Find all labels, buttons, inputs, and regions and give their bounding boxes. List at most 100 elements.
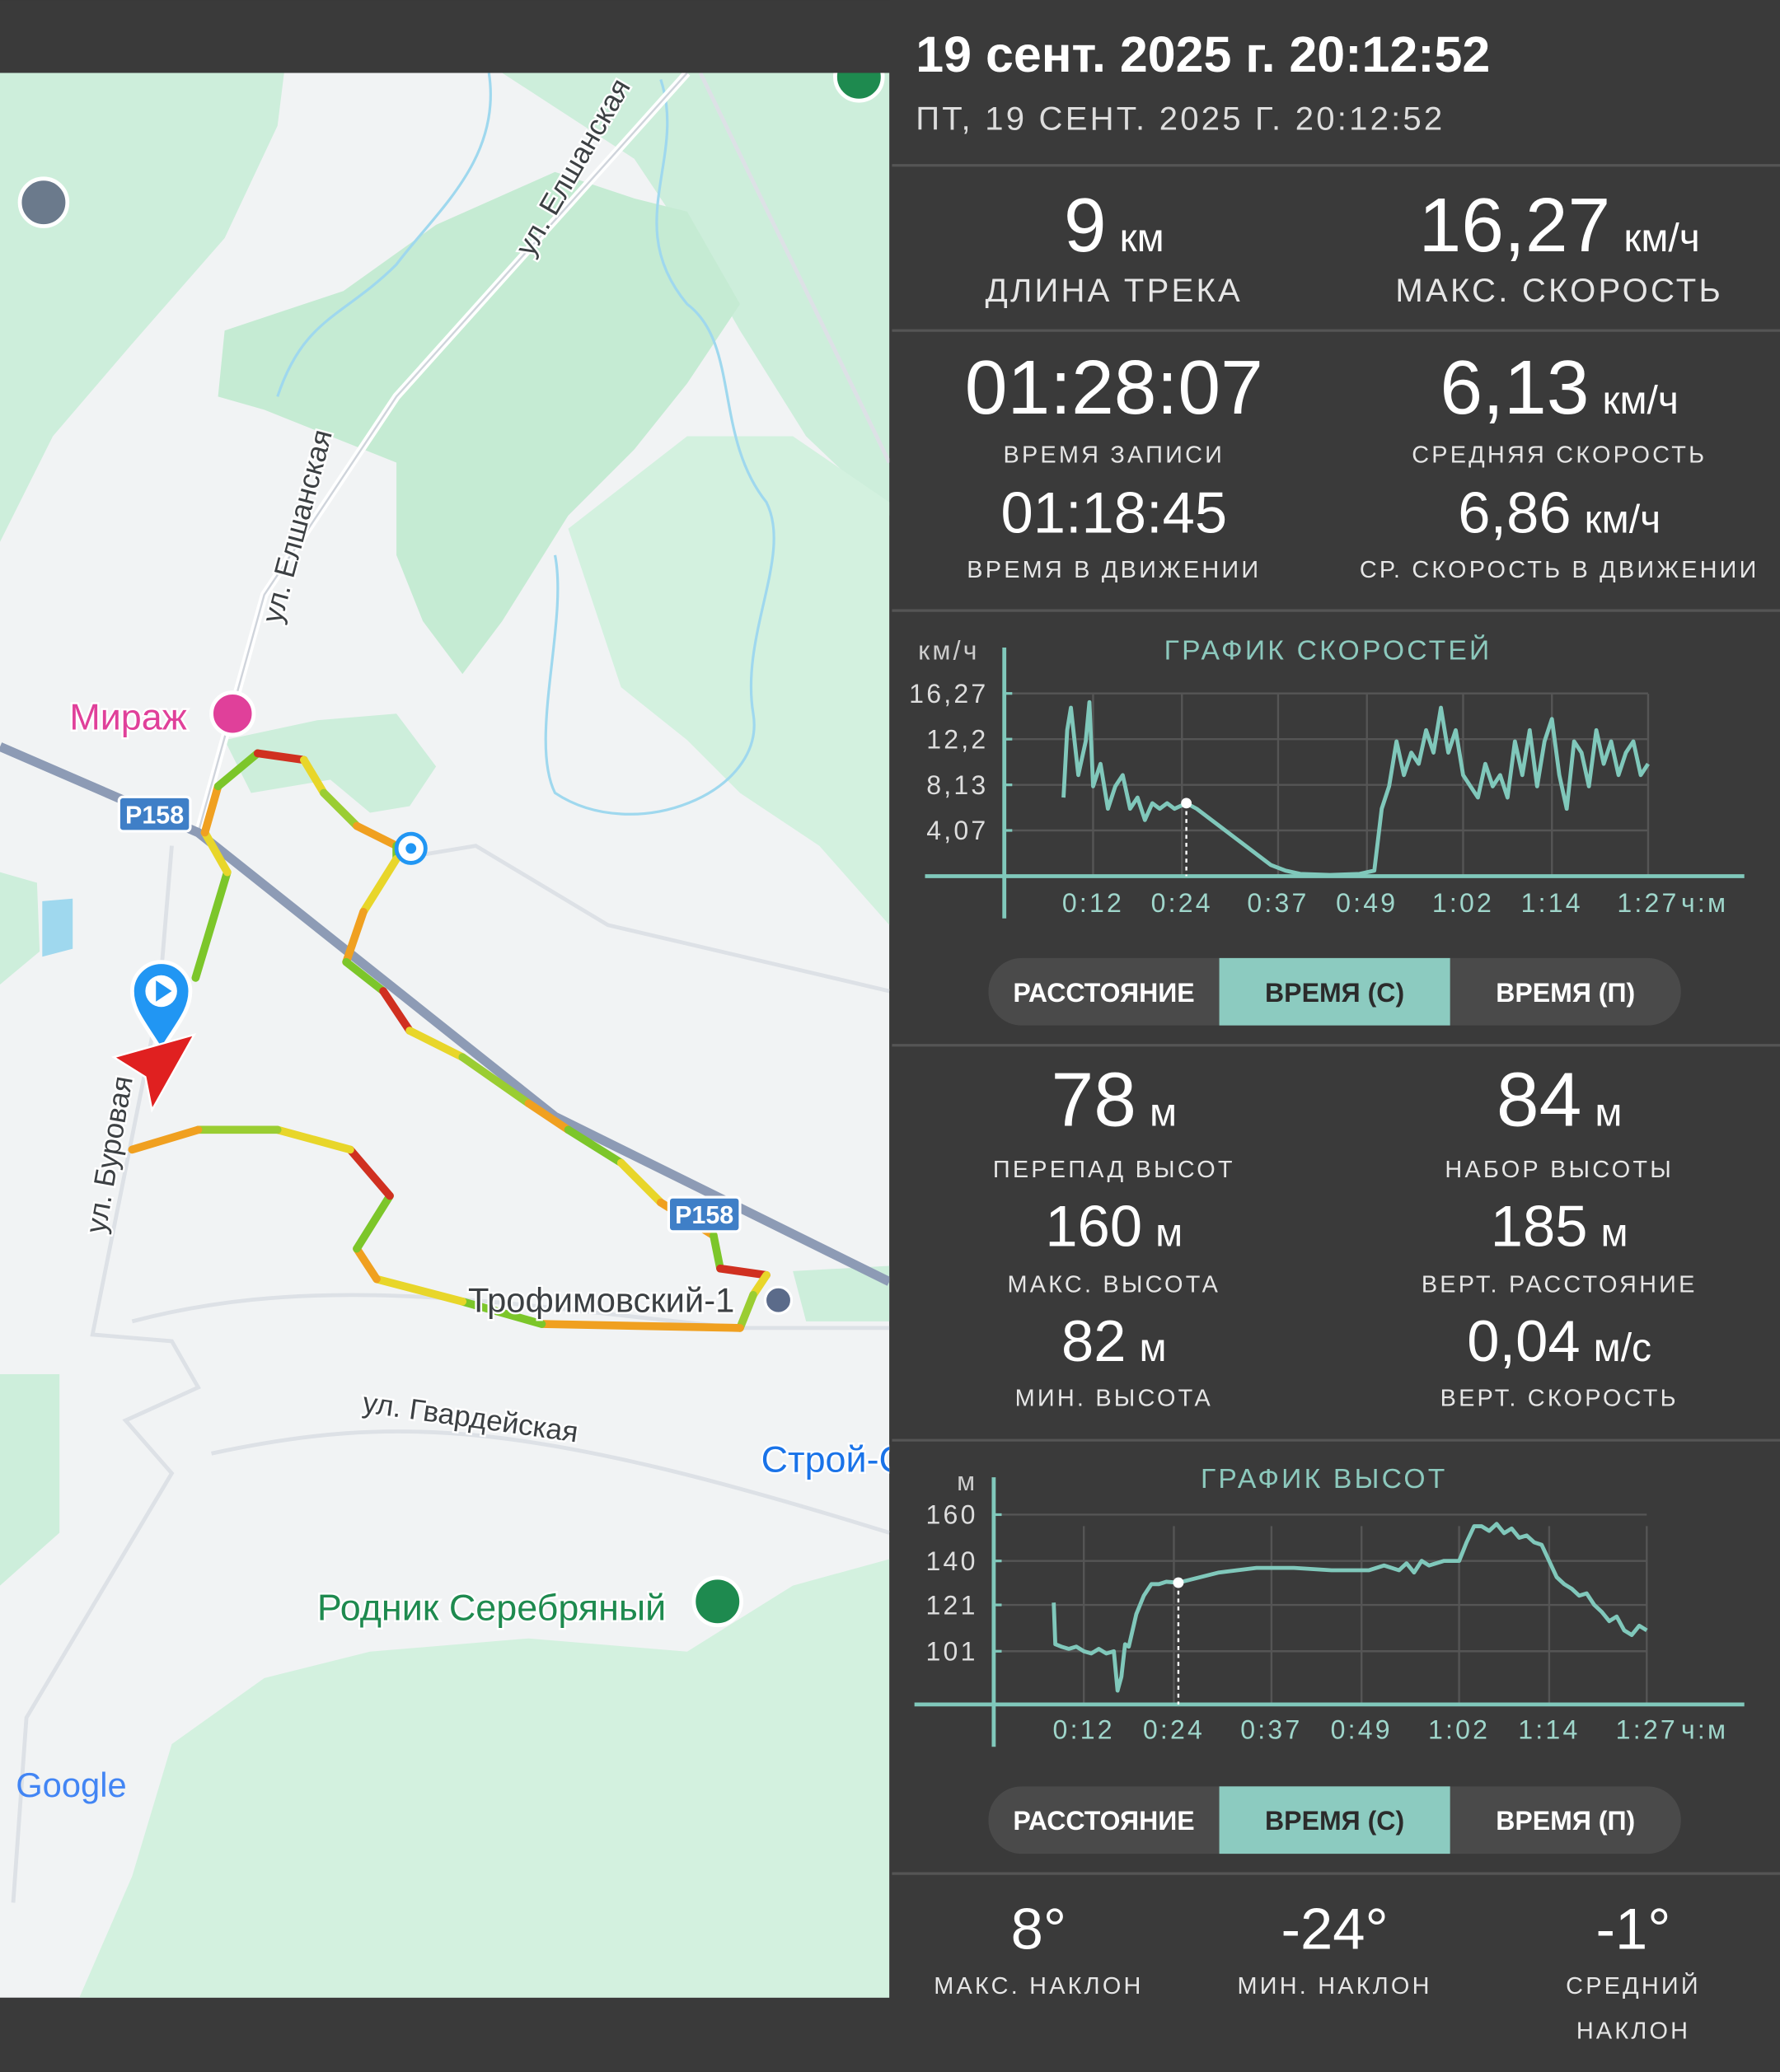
- stat-number: -24°: [1281, 1897, 1389, 1962]
- stat-unit: м/с: [1594, 1326, 1651, 1370]
- toggle-button[interactable]: ВРЕМЯ (П): [1496, 1806, 1635, 1836]
- water: [42, 898, 73, 957]
- x-tick-label: 0:12: [1053, 1715, 1115, 1745]
- toggle-button[interactable]: РАССТОЯНИЕ: [1013, 1806, 1194, 1836]
- top-bar: [0, 0, 890, 73]
- river: [276, 72, 492, 397]
- route-segment: [342, 907, 368, 966]
- x-tick-label: 0:49: [1336, 888, 1398, 918]
- data-line: [1061, 699, 1650, 877]
- stat-label: СРЕДНИЙ: [1566, 1971, 1701, 2000]
- stat-number: 9: [1064, 182, 1107, 268]
- stat-number: 84: [1497, 1057, 1581, 1143]
- stat-value: 6,86 км/ч: [1458, 480, 1661, 545]
- stat-value: 6,13 км/ч: [1440, 344, 1679, 430]
- stat-number: -1°: [1596, 1897, 1671, 1962]
- toggle-selected: [1219, 1786, 1450, 1855]
- stat-unit: м: [1150, 1091, 1177, 1135]
- stat-value: 01:28:07: [965, 344, 1263, 430]
- park: [0, 1374, 60, 1586]
- route-segment: [200, 828, 232, 877]
- x-tick-label: 0:12: [1062, 888, 1124, 918]
- x-tick-label: 0:24: [1143, 1715, 1205, 1745]
- chart-title: ГРАФИК ВЫСОТ: [1201, 1464, 1448, 1494]
- station-icon[interactable]: [763, 1285, 794, 1315]
- stat-label: ВЕРТ. СКОРОСТЬ: [1440, 1385, 1679, 1411]
- x-tick-label: 1:02: [1428, 1715, 1490, 1745]
- toggle-button[interactable]: ВРЕМЯ (П): [1496, 978, 1635, 1008]
- stat-label: СРЕДНЯЯ СКОРОСТЬ: [1412, 442, 1707, 469]
- route-segment: [379, 987, 414, 1035]
- route-segment: [213, 749, 262, 791]
- stat-value: 8°: [1011, 1897, 1066, 1962]
- route-segment: [537, 1320, 744, 1332]
- route-segment: [616, 1158, 665, 1207]
- stat-label: ПЕРЕПАД ВЫСОТ: [993, 1157, 1235, 1183]
- poi-icon[interactable]: [833, 53, 885, 103]
- stat-number: 01:28:07: [965, 344, 1263, 430]
- bottom-bar: [0, 1997, 890, 2072]
- toggle-button[interactable]: ВРЕМЯ (С): [1265, 1806, 1404, 1836]
- stat-label: НАБОР ВЫСОТЫ: [1445, 1157, 1674, 1183]
- toggle-button[interactable]: ВРЕМЯ (С): [1265, 978, 1404, 1008]
- hotel-icon[interactable]: [209, 690, 256, 737]
- route-segment: [458, 1298, 546, 1328]
- stat-unit: км/ч: [1602, 378, 1679, 423]
- river: [544, 79, 775, 816]
- x-axis-label: ч:м: [1681, 888, 1728, 918]
- y-tick-label: 101: [926, 1636, 978, 1666]
- map-label: Родник Серебряный: [317, 1586, 666, 1628]
- stat-label: ВЕРТ. РАССТОЯНИЕ: [1422, 1272, 1698, 1298]
- x-tick-label: 0:37: [1247, 888, 1309, 918]
- y-tick-label: 160: [926, 1500, 978, 1530]
- park: [568, 436, 890, 925]
- stats-panel: 9 км ДЛИНА ТРЕКА 16,27 км/ч МАКС. СКОРОСТЬ 01:…: [892, 164, 1780, 2045]
- stat-value: 01:18:45: [1000, 480, 1227, 545]
- stat-label: МАКС. СКОРОСТЬ: [1395, 273, 1723, 309]
- stat-value: 160 м: [1045, 1193, 1183, 1258]
- toggle-selected: [1219, 957, 1450, 1026]
- map-logo: Google: [16, 1766, 126, 1804]
- route-segment: [710, 1231, 724, 1273]
- x-tick-label: 0:37: [1240, 1715, 1302, 1745]
- y-tick-label: 12,2: [926, 724, 988, 754]
- stat-value: 16,27 км/ч: [1419, 182, 1700, 268]
- x-axis-label: ч:м: [1681, 1715, 1728, 1745]
- road-number: Р158: [125, 801, 184, 829]
- stat-label: МИН. НАКЛОН: [1238, 1973, 1432, 2000]
- x-tick-label: 1:27: [1617, 888, 1679, 918]
- y-axis-label: м: [957, 1466, 977, 1496]
- route-segment: [300, 755, 328, 797]
- y-tick-label: 4,07: [926, 816, 988, 845]
- stat-number: 8°: [1011, 1897, 1066, 1962]
- park: [0, 872, 40, 985]
- route-segment: [716, 1264, 771, 1279]
- cursor-point: [1173, 1577, 1184, 1588]
- end-marker-dot: [405, 843, 417, 854]
- route-segment: [253, 749, 308, 765]
- stat-number: 185: [1491, 1193, 1588, 1258]
- spring-icon[interactable]: [691, 1575, 744, 1628]
- route-segment: [320, 788, 361, 830]
- map-label: Мираж: [69, 695, 186, 737]
- x-tick-label: 0:49: [1331, 1715, 1393, 1745]
- x-tick-label: 1:27: [1616, 1715, 1678, 1745]
- chart-title: ГРАФИК СКОРОСТЕЙ: [1164, 634, 1492, 666]
- stat-value: 185 м: [1491, 1193, 1628, 1258]
- stat-unit: м: [1595, 1091, 1622, 1135]
- route-segment: [128, 1125, 203, 1154]
- toggle-button[interactable]: РАССТОЯНИЕ: [1013, 978, 1194, 1008]
- route-segment: [353, 1191, 394, 1253]
- route-segment: [200, 782, 222, 837]
- stat-label: МАКС. ВЫСОТА: [1008, 1272, 1221, 1298]
- cursor-point: [1181, 797, 1192, 809]
- poi-icon[interactable]: [17, 176, 70, 228]
- y-tick-label: 16,27: [909, 679, 988, 709]
- route-segment: [564, 1125, 625, 1167]
- road-badge: [667, 1195, 742, 1233]
- park: [79, 1559, 890, 1998]
- route-segment: [353, 821, 400, 850]
- stat-number: 6,86: [1458, 480, 1571, 545]
